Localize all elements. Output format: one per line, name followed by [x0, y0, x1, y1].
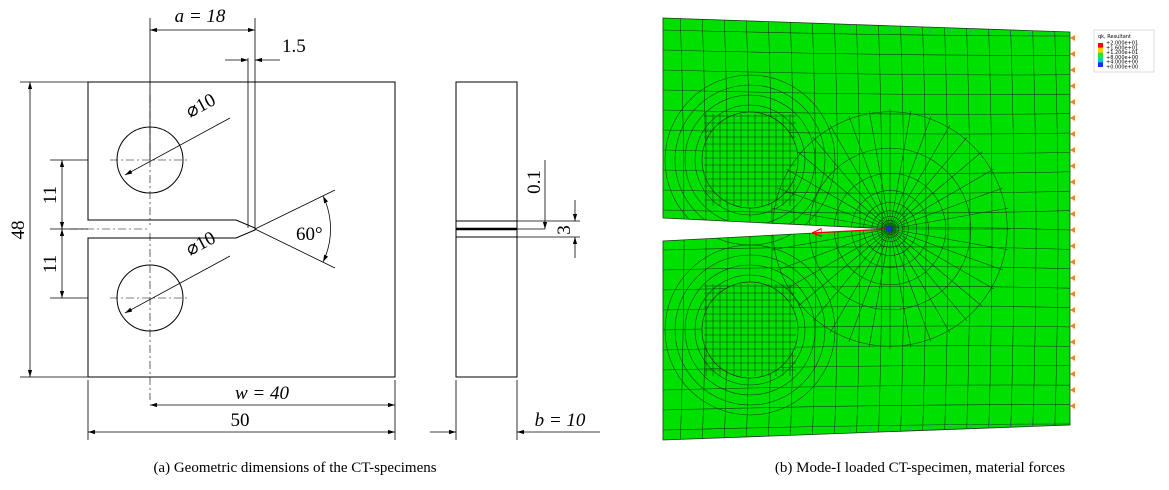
dimension-label: ⌀10 — [182, 228, 219, 261]
dimension-label: 0.1 — [524, 170, 545, 194]
load-arrow — [1070, 179, 1075, 185]
dimension-label: w = 40 — [235, 383, 289, 404]
dimension-label: a = 18 — [175, 6, 226, 27]
load-arrow — [1070, 67, 1075, 73]
load-arrow — [1070, 355, 1075, 361]
load-arrow — [1070, 227, 1075, 233]
hole-mesh — [702, 112, 798, 208]
load-arrow — [1070, 307, 1075, 313]
dimension-label: 50 — [231, 410, 250, 431]
legend-swatch — [1098, 57, 1103, 62]
load-arrow — [1070, 387, 1075, 393]
load-arrow — [1070, 291, 1075, 297]
diameter-leader — [125, 256, 230, 313]
dimension-label: 60° — [296, 224, 323, 245]
load-arrow — [1070, 195, 1075, 201]
legend-swatch — [1098, 43, 1103, 48]
technical-drawing: a = 18 1.5 ⌀10 ⌀10 48 11 11 60° 0.1 3 w … — [8, 6, 600, 440]
load-arrow — [1070, 83, 1075, 89]
load-arrow — [1070, 243, 1075, 249]
dimension-label: 3 — [554, 225, 575, 235]
load-arrow — [1070, 147, 1075, 153]
load-arrow — [1070, 163, 1075, 169]
load-arrow — [1070, 131, 1075, 137]
legend-swatch — [1098, 62, 1103, 67]
diameter-leader — [125, 118, 230, 175]
legend-swatch — [1098, 48, 1103, 53]
load-arrow — [1070, 35, 1075, 41]
crack-tip — [886, 226, 892, 232]
load-arrow — [1070, 99, 1075, 105]
caption: (b) Mode-I loaded CT-specimen, material … — [775, 460, 1065, 476]
dimension-label: 48 — [8, 221, 29, 240]
load-arrow — [1070, 259, 1075, 265]
load-arrow — [1070, 403, 1075, 409]
dimension-label: ⌀10 — [182, 90, 219, 123]
fe-mesh-figure: qk, Resultant +2.000e+01+1.600e+01+1.200… — [663, 10, 1154, 450]
load-arrow — [1070, 371, 1075, 377]
specimen-outline — [88, 82, 395, 377]
angle-arc — [323, 196, 331, 262]
load-arrow — [1070, 115, 1075, 121]
load-arrow — [1070, 323, 1075, 329]
load-arrow — [1070, 211, 1075, 217]
load-arrow — [1070, 275, 1075, 281]
caption: (a) Geometric dimensions of the CT-speci… — [153, 460, 436, 476]
figure: a = 18 1.5 ⌀10 ⌀10 48 11 11 60° 0.1 3 w … — [0, 0, 1169, 490]
load-arrow — [1070, 51, 1075, 57]
dimension-label: 11 — [40, 186, 61, 204]
dimension-label: 1.5 — [282, 36, 306, 57]
load-arrow — [1070, 339, 1075, 345]
legend-title: qk, Resultant — [1098, 34, 1131, 40]
legend-swatch — [1098, 53, 1103, 58]
hole-mesh — [702, 282, 798, 378]
dimension-label: 11 — [40, 255, 61, 273]
dimension-label: b = 10 — [535, 410, 586, 431]
legend-label: +0.000e+00 — [1106, 65, 1138, 71]
